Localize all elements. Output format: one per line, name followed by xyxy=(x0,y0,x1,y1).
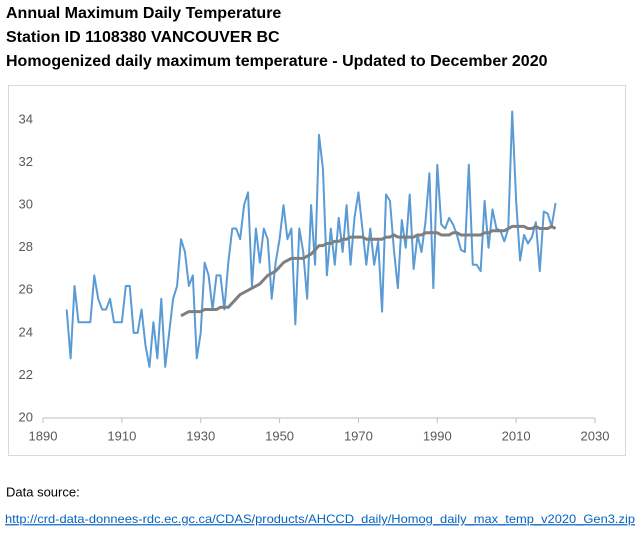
x-tick-label: 1990 xyxy=(423,428,452,443)
x-tick-label: 2010 xyxy=(502,428,531,443)
y-tick-label: 20 xyxy=(19,409,33,424)
y-tick-label: 30 xyxy=(19,197,33,212)
series-line xyxy=(65,110,557,368)
x-tick-label: 2030 xyxy=(581,428,610,443)
chart-title: Station ID 1108380 VANCOUVER BC xyxy=(6,29,280,46)
x-tick-label: 1970 xyxy=(344,428,373,443)
y-tick-label: 26 xyxy=(19,282,33,297)
y-tick-label: 22 xyxy=(19,367,33,382)
source-link[interactable]: http://crd-data-donnees-rdc.ec.gc.ca/CDA… xyxy=(5,512,635,526)
x-tick-label: 1890 xyxy=(29,428,58,443)
x-tick-label: 1950 xyxy=(265,428,294,443)
y-tick-label: 24 xyxy=(19,324,33,339)
source-label: Data source: xyxy=(6,484,80,499)
x-tick-label: 1910 xyxy=(107,428,136,443)
chart-frame xyxy=(8,85,626,456)
x-tick-label: 1930 xyxy=(186,428,215,443)
y-tick-label: 32 xyxy=(19,154,33,169)
chart-title: Homogenized daily maximum temperature - … xyxy=(6,53,548,70)
y-tick-label: 28 xyxy=(19,239,33,254)
series-line xyxy=(180,224,557,318)
y-tick-label: 34 xyxy=(19,111,33,126)
chart-title: Annual Maximum Daily Temperature xyxy=(6,5,281,22)
